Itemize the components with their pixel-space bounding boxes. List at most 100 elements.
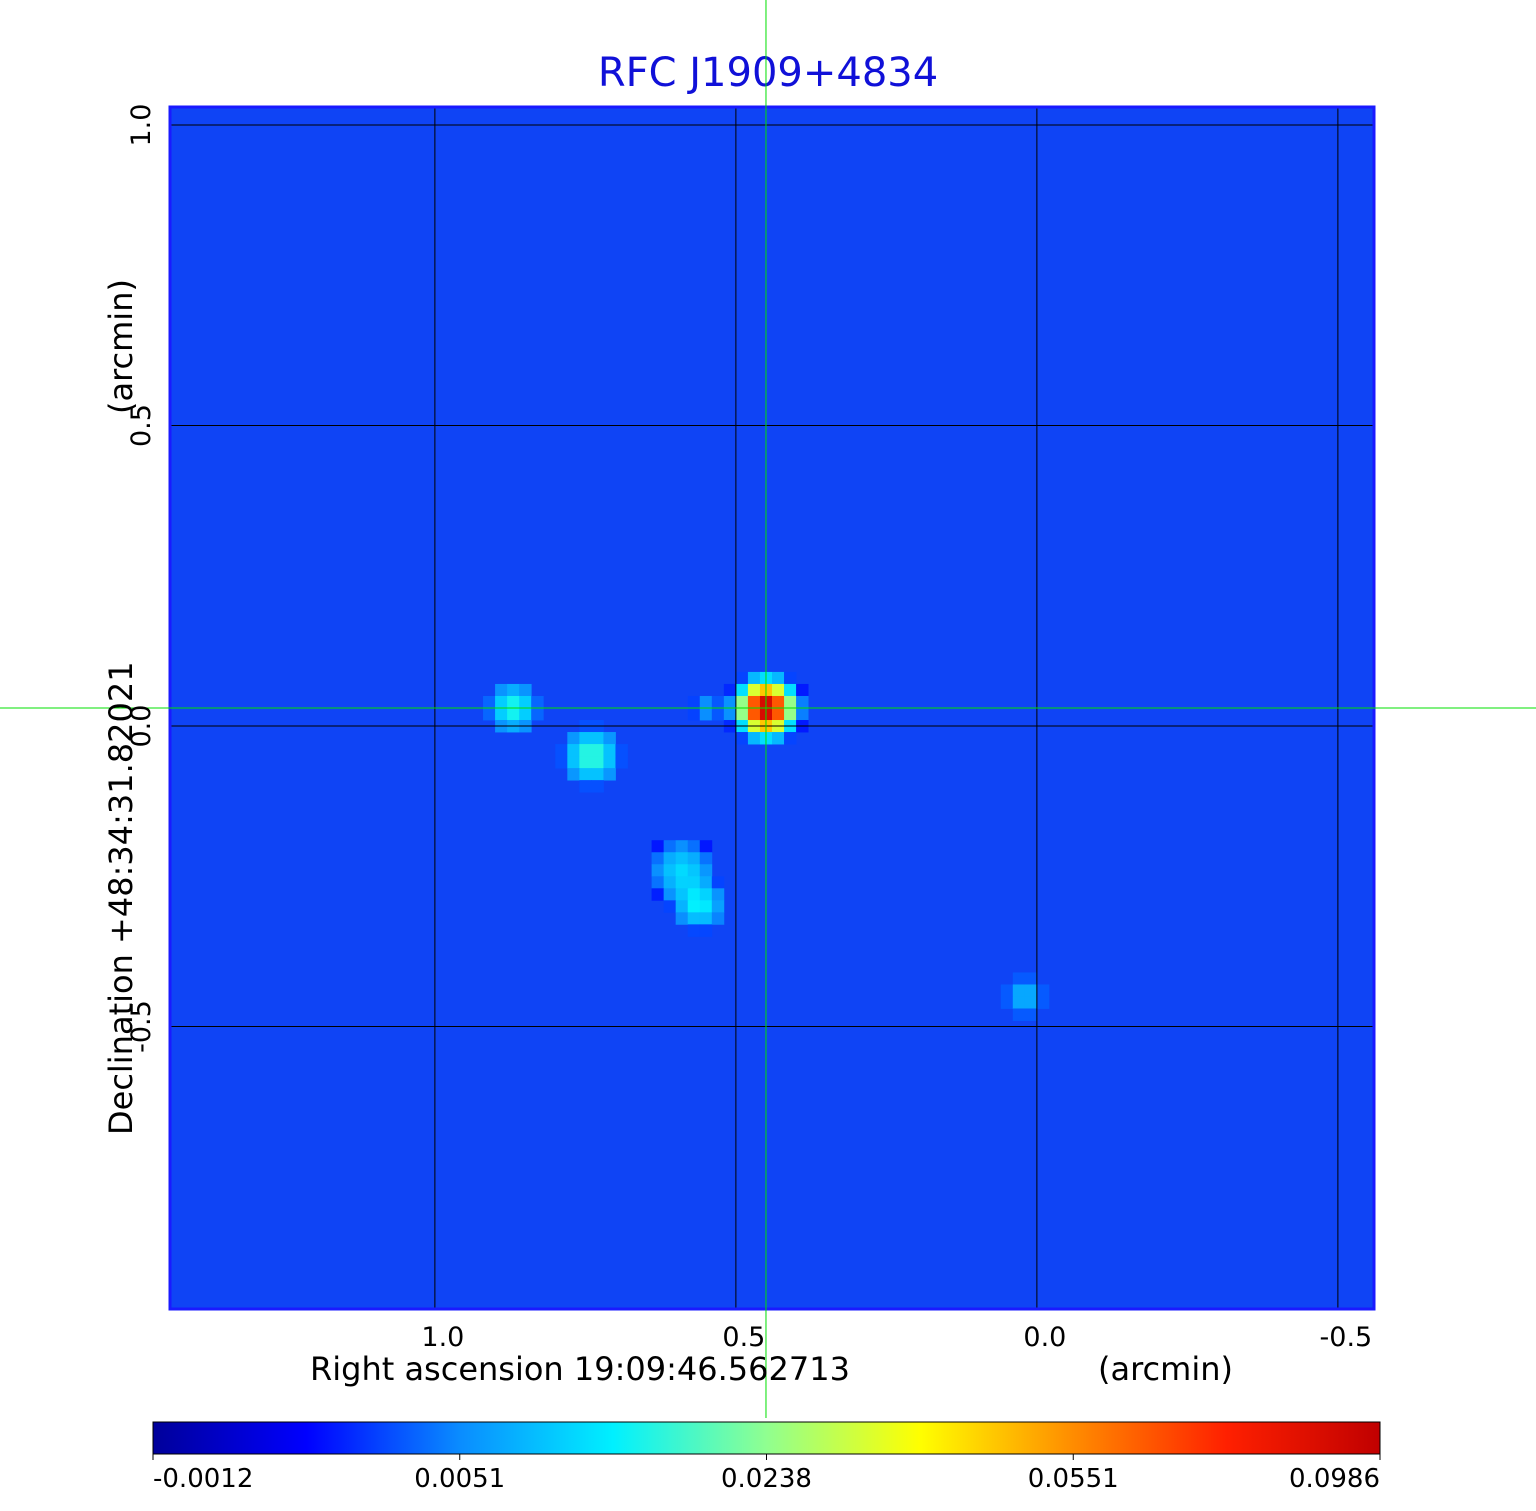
map-pixel — [735, 732, 749, 745]
map-pixel — [723, 695, 737, 709]
map-pixel — [567, 732, 580, 745]
map-pixel — [735, 671, 749, 685]
map-pixel — [555, 756, 568, 769]
map-pixel — [687, 876, 701, 889]
map-pixel — [1012, 972, 1026, 985]
map-pixel — [699, 864, 713, 877]
map-pixel — [735, 683, 749, 697]
map-pixel — [784, 708, 797, 721]
map-pixel — [699, 695, 713, 709]
map-pixel — [591, 744, 604, 757]
y-tick-label: 1.0 — [126, 104, 157, 147]
map-pixel — [519, 708, 532, 721]
map-pixel — [687, 924, 701, 937]
map-pixel — [603, 768, 616, 781]
map-pixel — [555, 744, 568, 757]
map-pixel — [651, 840, 665, 853]
map-pixel — [687, 864, 701, 877]
map-pixel — [1000, 984, 1014, 997]
x-tick-label: -0.5 — [1320, 1322, 1373, 1353]
colorbar-tick-label: -0.0012 — [153, 1464, 253, 1494]
map-pixel — [687, 708, 701, 721]
map-pixel — [579, 732, 592, 745]
map-pixel — [483, 695, 496, 709]
map-pixel — [531, 695, 544, 709]
map-pixel — [675, 840, 689, 853]
map-pixel — [796, 683, 809, 697]
map-pixel — [651, 852, 665, 865]
map-pixel — [772, 695, 785, 709]
map-pixel — [711, 876, 725, 889]
colorbar-tick-label: 0.0051 — [414, 1464, 505, 1494]
map-pixel — [675, 852, 689, 865]
map-pixel — [687, 695, 701, 709]
colorbar-ticks: -0.0012 0.0051 0.0238 0.0551 0.0986 — [152, 1454, 1381, 1494]
map-pixel — [663, 840, 677, 853]
map-pixel — [723, 683, 737, 697]
map-pixel — [483, 708, 496, 721]
map-pixel — [687, 912, 701, 925]
map-pixel — [711, 888, 725, 901]
map-pixel — [495, 695, 508, 709]
map-pixel — [615, 756, 628, 769]
map-pixel — [603, 744, 616, 757]
map-pixel — [1012, 996, 1026, 1009]
map-pixel — [699, 888, 713, 901]
map-pixel — [772, 671, 785, 685]
map-pixel — [567, 756, 580, 769]
map-pixel — [603, 732, 616, 745]
map-pixel — [772, 708, 785, 721]
map-pixel — [675, 900, 689, 913]
map-pixel — [711, 900, 725, 913]
map-pixel — [579, 780, 592, 793]
map-pixel — [663, 852, 677, 865]
colorbar-tick-label: 0.0986 — [1289, 1464, 1380, 1494]
map-pixel — [1036, 996, 1050, 1009]
map-pixel — [531, 708, 544, 721]
map-pixel — [675, 888, 689, 901]
map-pixel — [747, 671, 761, 685]
map-pixel — [495, 683, 508, 697]
map-pixel — [1024, 972, 1038, 985]
map-pixel — [1000, 996, 1014, 1009]
map-pixel — [699, 912, 713, 925]
map-pixel — [687, 888, 701, 901]
map-pixel — [567, 768, 580, 781]
map-pixel — [519, 683, 532, 697]
map-pixel — [784, 732, 797, 745]
map-pixel — [603, 756, 616, 769]
map-pixel — [1024, 996, 1038, 1009]
map-pixel — [784, 683, 797, 697]
map-pixel — [747, 695, 761, 709]
map-pixel — [651, 864, 665, 877]
map-pixel — [711, 708, 725, 721]
map-pixel — [735, 708, 749, 721]
map-pixel — [784, 695, 797, 709]
map-pixel — [495, 708, 508, 721]
map-pixel — [747, 708, 761, 721]
colorbar-tick-label: 0.0238 — [721, 1464, 812, 1494]
map-pixel — [735, 695, 749, 709]
map-pixel — [687, 900, 701, 913]
map-pixel — [699, 876, 713, 889]
map-pixel — [675, 864, 689, 877]
map-pixel — [772, 683, 785, 697]
map-pixel — [651, 876, 665, 889]
colorbar-tick-label: 0.0551 — [1028, 1464, 1119, 1494]
x-axis-label: Right ascension 19:09:46.562713 — [310, 1350, 850, 1388]
map-pixel — [579, 756, 592, 769]
map-pixel — [723, 708, 737, 721]
map-pixel — [507, 695, 520, 709]
map-pixel — [579, 744, 592, 757]
map-pixel — [567, 744, 580, 757]
map-pixel — [507, 683, 520, 697]
coordinate-grid — [170, 107, 1374, 1309]
map-pixel — [687, 852, 701, 865]
x-axis-unit: (arcmin) — [1098, 1350, 1233, 1388]
map-pixel — [699, 840, 713, 853]
colorbar — [152, 1421, 1381, 1455]
map-pixel — [663, 876, 677, 889]
crosshair — [0, 0, 1536, 1418]
map-pixel — [796, 708, 809, 721]
